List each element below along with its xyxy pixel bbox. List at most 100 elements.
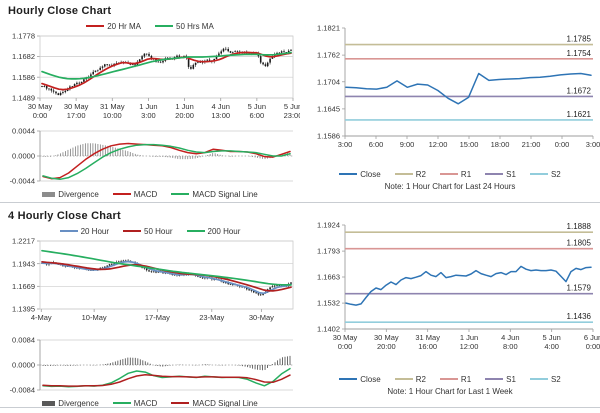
candle: [92, 71, 94, 75]
candle: [150, 56, 153, 59]
legend-item: R2: [394, 169, 426, 179]
candle: [157, 61, 160, 63]
axis-label: 0.0000: [12, 361, 35, 370]
candle: [148, 53, 150, 56]
axis-label: 30 May: [374, 333, 399, 342]
candle: [45, 86, 48, 89]
axis-label: 1.1924: [317, 221, 340, 230]
candle: [104, 64, 106, 67]
panel-hourly-close: Hourly Close Chart 20 Hr MA 50 Hrs MA 1.1…: [0, 0, 302, 202]
candle: [259, 56, 262, 63]
candle: [227, 282, 229, 285]
candle: [78, 82, 80, 84]
candle: [152, 271, 155, 273]
legend-label: MACD: [133, 189, 158, 199]
legend-item: 200 Hour: [186, 227, 240, 236]
hourly-macd-legend: Divergence MACD MACD Signal Line: [0, 188, 300, 200]
candle: [206, 59, 208, 61]
legend-label: R2: [415, 169, 426, 179]
legend-item: Close: [339, 374, 381, 384]
candle: [241, 286, 243, 288]
candle: [287, 50, 290, 53]
axis-label: 1 Jun: [139, 102, 157, 111]
axis-label: 5 Jun: [542, 333, 560, 342]
200-hour-line: [41, 249, 292, 286]
20-hour-line: [41, 260, 292, 295]
candle: [278, 52, 281, 54]
axis-label: 1.1682: [12, 52, 35, 61]
candle: [276, 52, 278, 54]
legend-item: R2: [394, 375, 426, 384]
50-hour-swatch-icon: [123, 229, 142, 233]
candle: [234, 51, 236, 52]
axis-label: 1 Jun: [460, 333, 478, 342]
candle: [269, 287, 271, 290]
pivot24-legend: Close R2 R1 S1 S2: [300, 168, 600, 180]
macd-line: [42, 367, 291, 388]
macd-signal-line: [42, 374, 291, 387]
20-hour-swatch-icon: [59, 229, 78, 233]
legend-item: MACD Signal Line: [171, 399, 258, 408]
legend-item: S2: [529, 375, 561, 384]
legend-label: Divergence: [58, 398, 99, 408]
axis-label: 30 May: [333, 333, 358, 342]
axis-label: 3:00: [338, 140, 353, 149]
candle: [229, 284, 232, 285]
candle: [57, 93, 60, 96]
candle: [199, 276, 201, 278]
close-line: [345, 72, 592, 105]
candle: [255, 292, 257, 294]
axis-label: 4-May: [31, 313, 52, 322]
axis-label: 12:00: [429, 140, 448, 149]
legend-label: MACD Signal Line: [192, 189, 258, 199]
legend-item: S2: [529, 170, 561, 179]
candle: [108, 264, 111, 266]
close-line: [345, 265, 592, 306]
candle: [229, 51, 232, 53]
panel-pivot-24h: 1.1821 1.1762 1.1704 1.1645 1.1586 3:00 6:00 9:…: [300, 0, 600, 202]
candle: [97, 69, 99, 71]
axis-label: 16:00: [418, 342, 437, 351]
candle: [145, 268, 148, 271]
20-hr-ma-swatch-icon: [86, 24, 105, 28]
axis-label: 0.0044: [12, 127, 35, 136]
r1-swatch-icon: [439, 172, 458, 176]
candle: [132, 64, 134, 66]
pivot24-chart: 1.1821 1.1762 1.1704 1.1645 1.1586 3:00 6:00 9:…: [300, 22, 600, 168]
legend-label: Close: [360, 374, 381, 384]
candle: [222, 281, 225, 283]
axis-label: 1 Jun: [175, 102, 193, 111]
panel-4hourly-close: 4 Hourly Close Chart 20 Hour 50 Hour 200 H…: [0, 205, 300, 408]
axis-label: 3:00: [586, 140, 600, 149]
axis-label: 1.1532: [317, 299, 340, 308]
pivot1w-legend: Close R2 R1 S1 S2: [300, 373, 600, 385]
axis-label: 30 May: [64, 102, 89, 111]
pivot-S1-label: 1.1579: [567, 284, 592, 293]
candle: [62, 92, 64, 93]
hourly-macd-chart: 0.0044 0.0000 -0.0044: [0, 126, 300, 188]
axis-label: 1.1402: [317, 325, 340, 334]
candle: [118, 261, 120, 263]
legend-item: S1: [485, 170, 516, 179]
macd-signal-line-swatch-icon: [171, 401, 190, 405]
legend-label: R1: [460, 169, 472, 179]
legend-item: Divergence: [42, 398, 99, 408]
axis-label: 4 Jun: [212, 102, 230, 111]
axis-label: 1.1821: [317, 24, 340, 33]
candle: [290, 282, 292, 284]
candle: [122, 260, 125, 262]
candle: [208, 59, 211, 61]
candle: [155, 271, 157, 273]
axis-label: 20:00: [175, 111, 194, 120]
candle: [41, 86, 43, 87]
legend-item: R1: [439, 169, 472, 179]
candle: [232, 51, 234, 53]
s1-swatch-icon: [485, 377, 504, 381]
candle: [71, 86, 74, 87]
candle: [257, 293, 260, 295]
candle: [106, 64, 108, 65]
axis-label: 1.1793: [317, 247, 340, 256]
macd-signal-line-swatch-icon: [171, 192, 190, 196]
axis-label: 9:00: [400, 140, 415, 149]
